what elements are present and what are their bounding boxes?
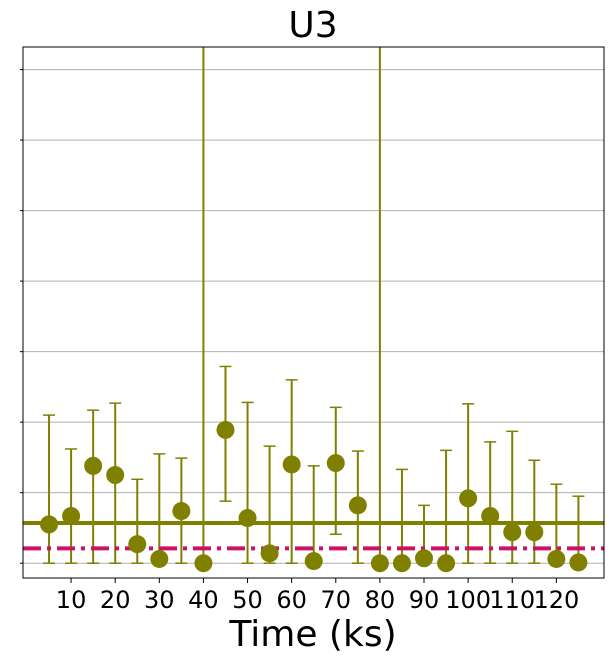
data-point (238, 509, 257, 528)
x-tick-label: 60 (276, 586, 307, 614)
error-bar (65, 448, 78, 564)
data-point (525, 523, 544, 542)
x-tick-label: 80 (365, 586, 396, 614)
data-point (569, 553, 588, 572)
error-bar (572, 495, 585, 564)
x-tick-label: 50 (232, 586, 263, 614)
data-point (216, 420, 235, 439)
data-point (150, 549, 169, 568)
data-point (547, 549, 566, 568)
x-tick-label: 40 (188, 586, 219, 614)
grid (23, 69, 604, 564)
data-point (503, 523, 522, 542)
error-bar (462, 403, 475, 564)
data-point (481, 506, 500, 525)
data-point (415, 549, 434, 568)
plot-area (23, 47, 604, 573)
error-bar (484, 441, 497, 564)
chart-title: U3 (288, 5, 337, 46)
data-point (437, 554, 456, 573)
x-tick-label: 10 (56, 586, 87, 614)
x-tick-label: 90 (409, 586, 440, 614)
error-bar (528, 459, 541, 564)
error-bar (440, 449, 453, 564)
x-tick-label: 20 (100, 586, 131, 614)
data-point (84, 456, 103, 475)
data-point (392, 554, 411, 573)
error-bar (506, 430, 519, 564)
data-point (370, 554, 389, 573)
x-tick-label: 70 (321, 586, 352, 614)
data-point (459, 489, 478, 508)
data-point (62, 506, 81, 525)
data-point (348, 496, 367, 515)
x-axis-label: Time (ks) (228, 614, 396, 655)
data-point (260, 544, 279, 563)
data-point (304, 552, 323, 571)
x-tick-label: 110 (489, 586, 535, 614)
data-point (40, 515, 59, 534)
error-bar (43, 414, 56, 564)
x-tick-label: 120 (533, 586, 579, 614)
data-point (326, 454, 345, 473)
data-point (128, 535, 147, 554)
error-bar (87, 409, 100, 564)
data-point (172, 502, 191, 521)
plot-frame (22, 46, 605, 579)
error-bar (241, 401, 254, 564)
error-bar (263, 445, 276, 564)
data-point (194, 554, 213, 573)
x-tick-label: 30 (144, 586, 175, 614)
data-point (106, 466, 125, 485)
x-tick-label: 100 (445, 586, 491, 614)
data-point (282, 455, 301, 474)
